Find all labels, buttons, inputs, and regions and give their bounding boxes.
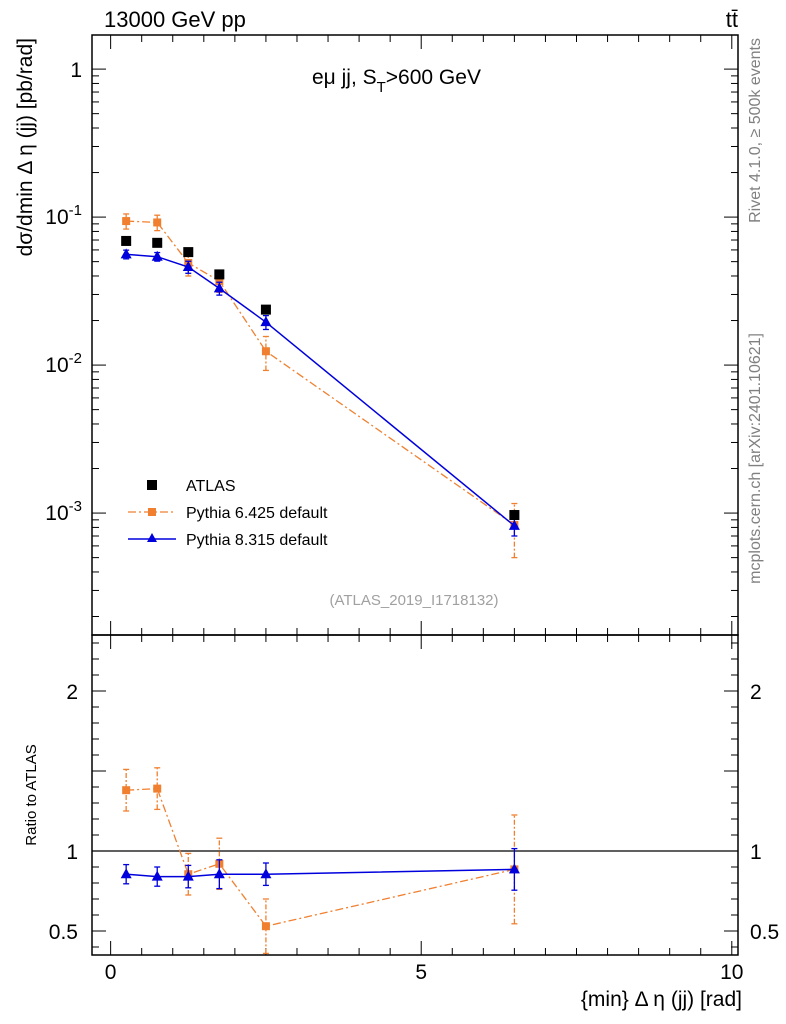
series-pythia-6-425-default [122, 767, 519, 955]
main-y-tick-labels: 1 10-1 10-2 10-3 [45, 59, 82, 525]
x-tick-label: 0 [105, 961, 117, 984]
ratio-y-tick-label: 0.5 [49, 921, 78, 944]
ratio-panel: 0.5 0.5 1 1 2 2 Ratio to ATLAS [23, 634, 779, 956]
y-tick-label: 10-1 [45, 202, 82, 229]
data-point-triangle [508, 519, 520, 530]
data-point-triangle [508, 863, 520, 874]
data-point-square [153, 784, 162, 793]
data-point-triangle [182, 870, 194, 881]
energy-label: 13000 GeV pp [104, 7, 246, 32]
x-tick-label: 10 [720, 961, 743, 984]
data-point-triangle [213, 282, 225, 293]
y-tick-label: 10-2 [45, 350, 82, 377]
data-point-square [261, 347, 270, 356]
data-point-triangle [260, 316, 272, 327]
data-point-square [214, 269, 225, 280]
main-y-axis-label: dσ/dmin Δ η (jj) [pb/rad] [14, 38, 37, 256]
legend-atlas-label: ATLAS [186, 478, 236, 495]
series-line [126, 787, 515, 927]
main-axis-ticks [92, 35, 738, 635]
data-point-square [260, 304, 271, 315]
ratio-plot-frame [91, 634, 739, 956]
main-series-layer [120, 213, 520, 559]
analysis-tag: (ATLAS_2019_I1718132) [329, 592, 498, 609]
data-point-square [215, 276, 224, 285]
plot-title-main: eμ jj, S [312, 66, 377, 89]
ratio-y-tick-labels: 0.5 0.5 1 1 2 2 [49, 681, 779, 944]
data-point-square [509, 510, 520, 521]
ratio-axis-ticks [92, 635, 738, 955]
y-tick-label: 10-3 [45, 498, 82, 525]
x-axis-label: {min} Δ η (jj) [rad] [581, 988, 742, 1011]
legend-pythia8-label: Pythia 8.315 default [186, 532, 328, 549]
series-line [126, 868, 515, 878]
data-point-triangle [213, 868, 225, 879]
series-pythia-8-315-default [120, 248, 520, 537]
data-point-square [261, 922, 270, 931]
plot-title: eμ jj, ST>600 GeV [312, 66, 481, 96]
ratio-y-tick-label-right: 1 [750, 841, 762, 864]
legend-atlas-marker [147, 480, 157, 490]
plot-title-subscript: T [377, 79, 386, 96]
process-label: tt̄ [726, 7, 738, 32]
ratio-y-tick-label-right: 2 [750, 681, 762, 704]
ratio-y-axis-label: Ratio to ATLAS [23, 744, 40, 845]
data-point-square [183, 247, 194, 258]
legend-pythia6-label: Pythia 6.425 default [186, 505, 328, 522]
data-point-square [122, 217, 131, 226]
plot-title-tail: >600 GeV [386, 66, 481, 89]
data-point-triangle [120, 248, 132, 259]
ratio-y-tick-label-right: 0.5 [750, 921, 779, 944]
ratio-y-tick-label: 2 [66, 681, 78, 704]
mcplots-source-label: mcplots.cern.ch [arXiv:2401.10621] [747, 333, 764, 584]
data-point-triangle [151, 250, 163, 261]
data-point-triangle [151, 870, 163, 881]
y-tick-label: 1 [70, 59, 82, 82]
data-point-square [152, 237, 163, 248]
legend-pythia8-marker [147, 533, 157, 542]
data-point-square [121, 235, 132, 246]
ratio-series-layer [120, 767, 520, 955]
legend-pythia6-marker [148, 508, 156, 516]
data-point-triangle [182, 261, 194, 272]
rivet-version-label: Rivet 4.1.0, ≥ 500k events [747, 38, 764, 223]
x-tick-labels: 0 5 10 [105, 961, 744, 984]
data-point-square [122, 786, 131, 795]
series-line [126, 253, 515, 527]
series-atlas [121, 235, 520, 521]
legend: ATLAS Pythia 6.425 default Pythia 8.315 … [128, 478, 328, 549]
ratio-y-tick-label: 1 [66, 841, 78, 864]
series-line [126, 220, 515, 526]
data-point-triangle [260, 868, 272, 879]
data-point-triangle [120, 868, 132, 879]
data-point-square [153, 218, 162, 227]
series-pythia-8-315-default [120, 847, 520, 891]
main-panel: 1 10-1 10-2 10-3 eμ jj, ST>600 GeV dσ/dmin … [14, 34, 739, 636]
x-tick-label: 5 [415, 961, 427, 984]
